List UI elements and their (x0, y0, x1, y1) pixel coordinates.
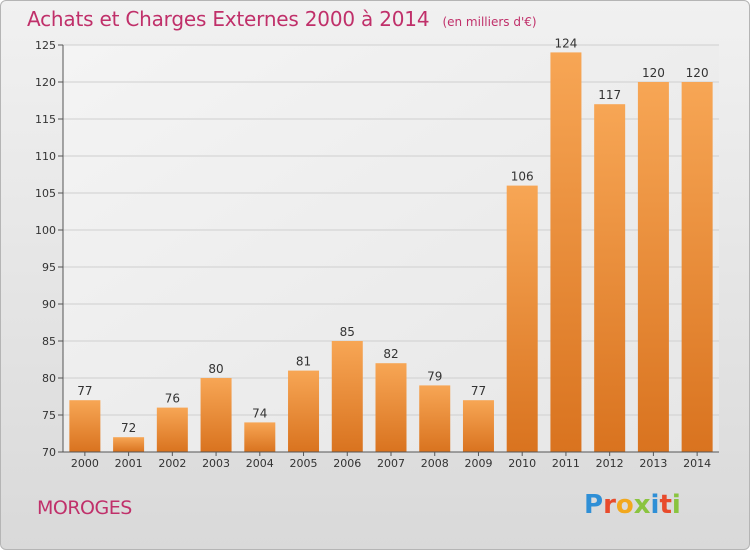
logo-letter: i (650, 490, 660, 520)
x-tick-label: 2001 (115, 457, 143, 470)
logo-letter: o (615, 490, 634, 520)
y-tick-label: 120 (35, 76, 56, 89)
bar-2000 (69, 400, 101, 452)
y-tick-label: 125 (35, 39, 56, 52)
chart-title: Achats et Charges Externes 2000 à 2014 (27, 7, 430, 31)
data-label: 79 (427, 369, 442, 383)
title-row: Achats et Charges Externes 2000 à 2014 (… (27, 7, 537, 31)
data-label: 82 (383, 347, 398, 361)
bar-2010 (506, 185, 538, 452)
y-tick-label: 85 (42, 335, 56, 348)
data-label: 120 (686, 66, 709, 80)
logo-letter: P (584, 490, 604, 520)
x-tick-label: 2008 (421, 457, 449, 470)
y-tick-label: 115 (35, 113, 56, 126)
y-tick-label: 100 (35, 224, 56, 237)
data-label: 77 (77, 384, 92, 398)
data-label: 124 (554, 36, 577, 50)
x-tick-label: 2007 (377, 457, 405, 470)
bar-2013 (637, 82, 669, 452)
y-tick-label: 70 (42, 446, 56, 459)
data-label: 77 (471, 384, 486, 398)
bar-2006 (331, 341, 363, 452)
bar-2001 (113, 437, 145, 452)
x-tick-label: 2014 (683, 457, 711, 470)
x-tick-label: 2012 (596, 457, 624, 470)
logo-letter: i (671, 490, 681, 520)
bar-2008 (419, 385, 451, 452)
logo-letter: x (633, 490, 651, 520)
bar-2005 (288, 370, 320, 452)
x-tick-label: 2011 (552, 457, 580, 470)
bar-2004 (244, 422, 276, 452)
x-tick-label: 2000 (71, 457, 99, 470)
logo-letter: r (603, 490, 616, 520)
x-tick-label: 2006 (333, 457, 361, 470)
bar-2009 (462, 400, 494, 452)
y-tick-label: 80 (42, 372, 56, 385)
data-label: 74 (252, 406, 267, 420)
bar-2002 (156, 407, 188, 452)
x-tick-label: 2009 (464, 457, 492, 470)
x-tick-label: 2004 (246, 457, 274, 470)
x-tick-label: 2010 (508, 457, 536, 470)
bar-2012 (594, 104, 626, 452)
data-label: 106 (511, 170, 534, 184)
x-tick-label: 2003 (202, 457, 230, 470)
data-label: 85 (340, 325, 355, 339)
proxiti-logo: Proxiti (584, 490, 681, 520)
x-tick-label: 2005 (290, 457, 318, 470)
data-label: 81 (296, 355, 311, 369)
y-tick-label: 95 (42, 261, 56, 274)
logo-letter: t (659, 490, 672, 520)
bar-2003 (200, 378, 232, 452)
bar-2014 (681, 82, 713, 452)
x-tick-label: 2002 (158, 457, 186, 470)
chart-subtitle: (en milliers d'€) (442, 15, 537, 29)
y-tick-label: 90 (42, 298, 56, 311)
bar-2007 (375, 363, 407, 452)
x-tick-label: 2013 (639, 457, 667, 470)
data-label: 80 (208, 362, 223, 376)
y-tick-label: 75 (42, 409, 56, 422)
data-label: 72 (121, 421, 136, 435)
data-label: 76 (165, 392, 180, 406)
bar-2011 (550, 52, 582, 453)
data-label: 120 (642, 66, 665, 80)
commune-name: MOROGES (37, 497, 132, 519)
y-tick-label: 105 (35, 187, 56, 200)
y-tick-label: 110 (35, 150, 56, 163)
data-label: 117 (598, 88, 621, 102)
